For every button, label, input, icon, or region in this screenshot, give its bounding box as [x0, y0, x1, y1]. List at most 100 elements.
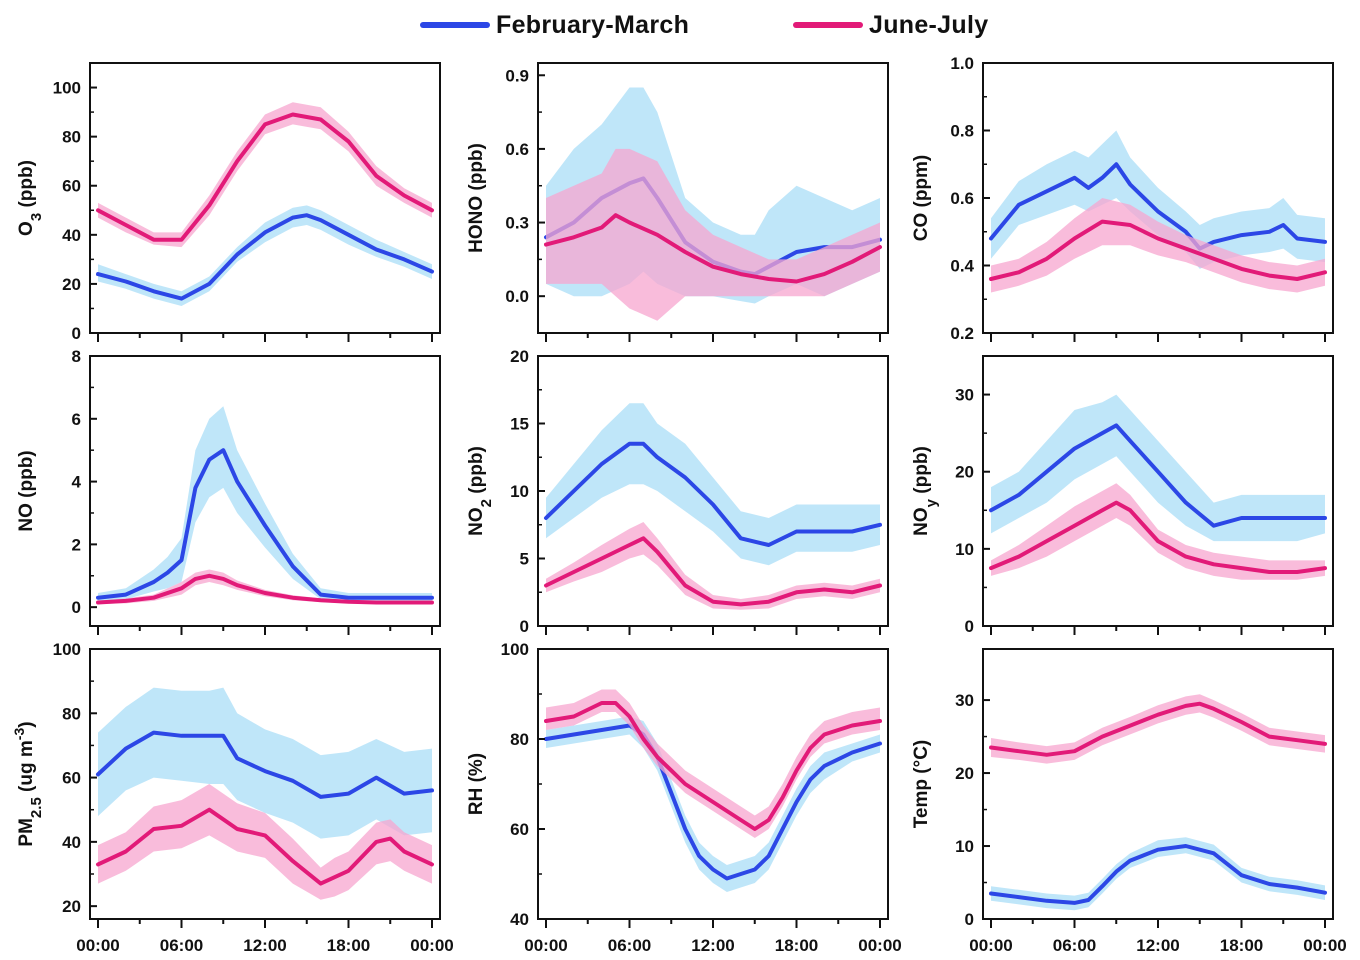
panel-temp: 0 10 20 30 00:00 06:00 12:00 18:00 00:00 Temp (°C…	[911, 648, 1347, 955]
temp-xtick-label: 12:00	[1136, 936, 1179, 955]
no-line-february-march	[96, 448, 434, 600]
legend-swatch-june-july	[793, 22, 863, 28]
hono-ylabel: HONO (ppb)	[466, 143, 487, 253]
no-ytick-label: 4	[72, 473, 82, 492]
pm25-ylabel-sup: -3	[11, 728, 27, 741]
co-ytick-label: 0.6	[950, 189, 974, 208]
o3-ytick-label: 60	[62, 177, 81, 196]
rh-ytick-label: 80	[510, 730, 529, 749]
o3-ylabel-sub: 3	[28, 213, 45, 221]
temp-ytick-label: 30	[955, 691, 974, 710]
panel-no: 0 2 4 6 8 NO (ppb)	[16, 347, 441, 635]
o3-ytick-label: 100	[53, 79, 81, 98]
rh-ytick-label: 100	[501, 640, 529, 659]
pm25-xtick-label: 00:00	[76, 936, 119, 955]
rh-band-june-july	[546, 689, 880, 838]
o3-ylabel-tail: (ppb)	[16, 160, 37, 213]
pm25-ylabel-main: PM	[16, 818, 37, 847]
panel-hono: 0.0 0.3 0.6 0.9 HONO (ppb)	[466, 62, 889, 342]
legend-item-june-july: June-July	[793, 8, 988, 42]
no2-ytick-label: 5	[520, 550, 529, 569]
o3-ytick-label: 0	[72, 324, 81, 343]
pm25-ylabel-tail: (ug m	[16, 740, 37, 797]
no2-line-february-march	[544, 441, 882, 547]
no-line-june-july	[96, 573, 434, 605]
legend-swatch-february-march	[420, 22, 490, 28]
no2-band-february-march	[546, 403, 880, 566]
rh-ytick-label: 40	[510, 910, 529, 929]
panel-pm25: 20 40 60 80 100 00:00 06:00 12:00 18:00 00:00 PM2.…	[11, 640, 454, 955]
noy-ylabel: NOy (ppb)	[911, 446, 940, 536]
temp-xtick-label: 00:00	[969, 936, 1012, 955]
noy-ytick-label: 10	[955, 540, 974, 559]
pm25-ytick-label: 100	[53, 640, 81, 659]
noy-ytick-label: 30	[955, 386, 974, 405]
temp-band-june-july	[991, 694, 1325, 764]
temp-xtick-label: 18:00	[1220, 936, 1263, 955]
panel-o3: 0 20 40 60 80 100 O3 (ppb)	[16, 62, 441, 343]
rh-xtick-label: 12:00	[691, 936, 734, 955]
pm25-xtick-label: 18:00	[327, 936, 370, 955]
panel-noy: 0 10 20 30 NOy (ppb)	[911, 355, 1334, 636]
rh-xtick-label: 18:00	[775, 936, 818, 955]
pm25-line-june-july	[96, 807, 434, 886]
noy-ylabel-tail: (ppb)	[911, 446, 932, 499]
o3-band-june-july	[98, 102, 432, 248]
temp-line-june-july	[989, 701, 1327, 757]
co-ytick-label: 0.2	[950, 324, 974, 343]
o3-line-february-march	[96, 213, 434, 301]
noy-line-june-july	[989, 500, 1327, 574]
co-ytick-label: 1.0	[950, 54, 974, 73]
o3-ylabel: O3 (ppb)	[16, 160, 45, 236]
no2-ytick-label: 10	[510, 482, 529, 501]
noy-ylabel-sub: y	[923, 498, 940, 507]
pm25-xtick-label: 12:00	[243, 936, 286, 955]
noy-ytick-label: 0	[965, 617, 974, 636]
no2-ytick-label: 15	[510, 415, 529, 434]
o3-line-june-july	[96, 112, 434, 242]
no2-ylabel: NO2 (ppb)	[466, 446, 495, 536]
noy-band-june-july	[991, 483, 1325, 580]
rh-xtick-label: 06:00	[608, 936, 651, 955]
temp-xtick-label: 06:00	[1053, 936, 1096, 955]
no-ylabel: NO (ppb)	[16, 450, 37, 531]
no2-ylabel-tail: (ppb)	[466, 446, 487, 499]
hono-ytick-label: 0.6	[505, 140, 529, 159]
temp-line-february-march	[989, 844, 1327, 905]
no2-ylabel-main: NO	[466, 507, 487, 536]
o3-ytick-label: 80	[62, 128, 81, 147]
pm25-ytick-label: 60	[62, 769, 81, 788]
legend-label-june-july: June-July	[869, 10, 989, 39]
co-line-february-march	[989, 162, 1327, 251]
pm25-ytick-label: 40	[62, 833, 81, 852]
hono-ytick-label: 0.3	[505, 214, 529, 233]
temp-ylabel-main: Temp (°C)	[911, 740, 932, 829]
pm25-line-february-march	[96, 730, 434, 799]
no2-line-june-july	[544, 536, 882, 607]
no-ytick-label: 0	[72, 598, 81, 617]
o3-ylabel-main: O	[16, 221, 37, 236]
legend-label-february-march: February-March	[496, 10, 690, 39]
o3-band-february-march	[98, 205, 432, 306]
hono-ytick-label: 0.9	[505, 66, 529, 85]
rh-line-june-july	[544, 701, 882, 831]
temp-band-february-march	[991, 837, 1325, 911]
pm25-ylabel-sub: 2.5	[28, 797, 45, 818]
no2-ylabel-sub: 2	[478, 499, 495, 507]
co-ytick-label: 0.8	[950, 122, 974, 141]
hono-band-june-july	[546, 148, 880, 321]
legend-item-february-march: February-March	[420, 8, 689, 42]
o3-ytick-label: 40	[62, 226, 81, 245]
temp-xtick-label: 00:00	[1303, 936, 1346, 955]
panel-no2: 0 5 10 15 20 NO2 (ppb)	[466, 347, 889, 636]
panel-rh: 40 60 80 100 00:00 06:00 12:00 18:00 00:00 RH (%)	[466, 640, 902, 955]
pm25-ylabel-end: )	[16, 721, 37, 727]
pm25-xtick-label: 00:00	[410, 936, 453, 955]
noy-ylabel-main: NO	[911, 507, 932, 536]
temp-ytick-label: 0	[965, 910, 974, 929]
hono-line-june-july	[544, 213, 882, 284]
pm25-ylabel: PM2.5 (ug m-3)	[11, 721, 45, 846]
temp-ytick-label: 20	[955, 764, 974, 783]
legend: February-March June-July	[0, 0, 1360, 50]
